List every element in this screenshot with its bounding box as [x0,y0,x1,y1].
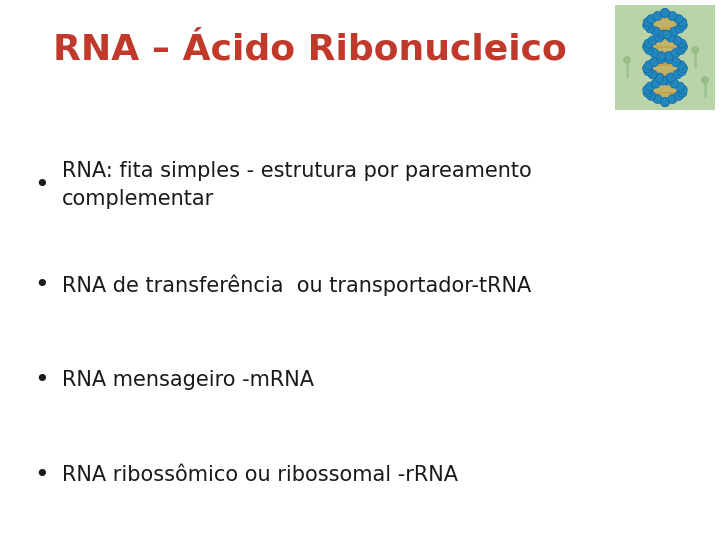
Circle shape [653,94,662,104]
Circle shape [678,39,686,48]
Circle shape [678,64,688,73]
Circle shape [657,55,665,64]
Circle shape [668,94,677,104]
Circle shape [644,67,653,76]
Circle shape [678,67,686,76]
Circle shape [654,73,664,82]
Text: RNA: fita simples - estrutura por pareamento
complementar: RNA: fita simples - estrutura por paream… [62,161,532,209]
Circle shape [643,85,652,94]
Circle shape [659,76,667,85]
Circle shape [678,89,687,97]
Circle shape [671,58,680,66]
Circle shape [647,91,656,100]
Circle shape [648,70,657,79]
Circle shape [651,79,660,88]
Circle shape [660,98,670,106]
Circle shape [660,9,670,17]
Circle shape [668,11,677,21]
Circle shape [649,49,659,57]
Circle shape [643,18,652,26]
Circle shape [623,56,631,64]
Text: RNA ribossômico ou ribossomal -rRNA: RNA ribossômico ou ribossomal -rRNA [62,465,458,485]
Circle shape [673,70,682,79]
Circle shape [646,24,654,33]
Circle shape [666,73,675,82]
Circle shape [701,76,709,84]
Circle shape [651,27,660,36]
Circle shape [657,51,665,60]
Circle shape [665,51,673,60]
Circle shape [642,42,652,51]
Circle shape [643,21,652,30]
Text: RNA – Ácido Ribonucleico: RNA – Ácido Ribonucleico [53,33,567,67]
FancyBboxPatch shape [615,5,715,110]
Circle shape [643,89,652,97]
Text: RNA mensageiro -mRNA: RNA mensageiro -mRNA [62,370,314,390]
Text: •: • [35,173,50,197]
Text: RNA de transferência  ou transportador-tRNA: RNA de transferência ou transportador-tR… [62,274,531,296]
Circle shape [648,36,657,45]
Circle shape [646,82,654,91]
Circle shape [678,18,687,26]
Circle shape [642,64,652,73]
Text: •: • [35,463,50,487]
Circle shape [676,45,685,55]
Circle shape [653,11,662,21]
Circle shape [665,55,673,64]
Circle shape [659,30,667,39]
Circle shape [644,39,653,48]
Circle shape [670,27,679,36]
Circle shape [660,9,670,17]
Circle shape [644,45,654,55]
Circle shape [666,33,675,42]
Circle shape [674,91,683,100]
Circle shape [675,82,685,91]
Circle shape [676,60,685,70]
Circle shape [644,60,654,70]
Circle shape [662,30,672,39]
Circle shape [660,98,670,106]
Circle shape [673,36,682,45]
Circle shape [649,58,659,66]
Circle shape [678,42,688,51]
Circle shape [671,49,680,57]
Circle shape [675,24,685,33]
Circle shape [670,79,679,88]
Circle shape [654,33,664,42]
Circle shape [662,76,672,85]
Circle shape [678,21,688,30]
Circle shape [647,15,656,24]
Text: •: • [35,273,50,297]
Circle shape [674,15,683,24]
Circle shape [678,85,688,94]
Text: •: • [35,368,50,392]
Circle shape [691,46,699,54]
